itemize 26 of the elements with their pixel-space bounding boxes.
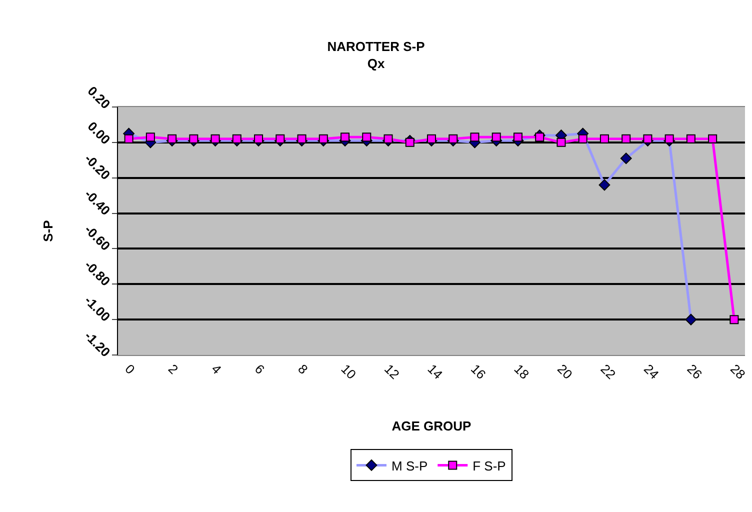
legend-label: F S-P (472, 458, 506, 474)
x-tick-label: 18 (511, 361, 532, 382)
y-tick-label: -0.20 (82, 151, 114, 183)
y-tick-label: -1.20 (82, 328, 114, 360)
x-tick-label: 20 (554, 361, 576, 382)
x-tick-label: 28 (727, 361, 748, 382)
x-tick-label: 22 (598, 361, 619, 382)
y-tick-label: 0.00 (84, 118, 114, 148)
x-tick-label: 4 (208, 361, 224, 377)
legend-label: M S-P (392, 458, 428, 474)
x-tick-label: 12 (382, 361, 402, 382)
x-tick-label: 6 (252, 361, 268, 377)
x-tick-label: 0 (122, 361, 138, 377)
chart-subtitle: Qx (367, 56, 386, 72)
x-axis-title: AGE GROUP (392, 418, 472, 434)
y-tick-label: -0.40 (82, 186, 114, 218)
x-tick-label: 14 (424, 361, 446, 382)
x-tick-label: 2 (165, 361, 182, 377)
x-tick-label: 24 (640, 361, 662, 382)
y-tick-label: 0.20 (84, 83, 114, 112)
x-tick-label: 16 (468, 361, 489, 382)
x-tick-label: 26 (684, 361, 706, 382)
x-tick-label: 8 (295, 361, 311, 377)
x-tick-label: 10 (338, 361, 360, 382)
y-axis-title: S-P (40, 220, 56, 242)
chart-title: NAROTTER S-P (327, 39, 426, 54)
